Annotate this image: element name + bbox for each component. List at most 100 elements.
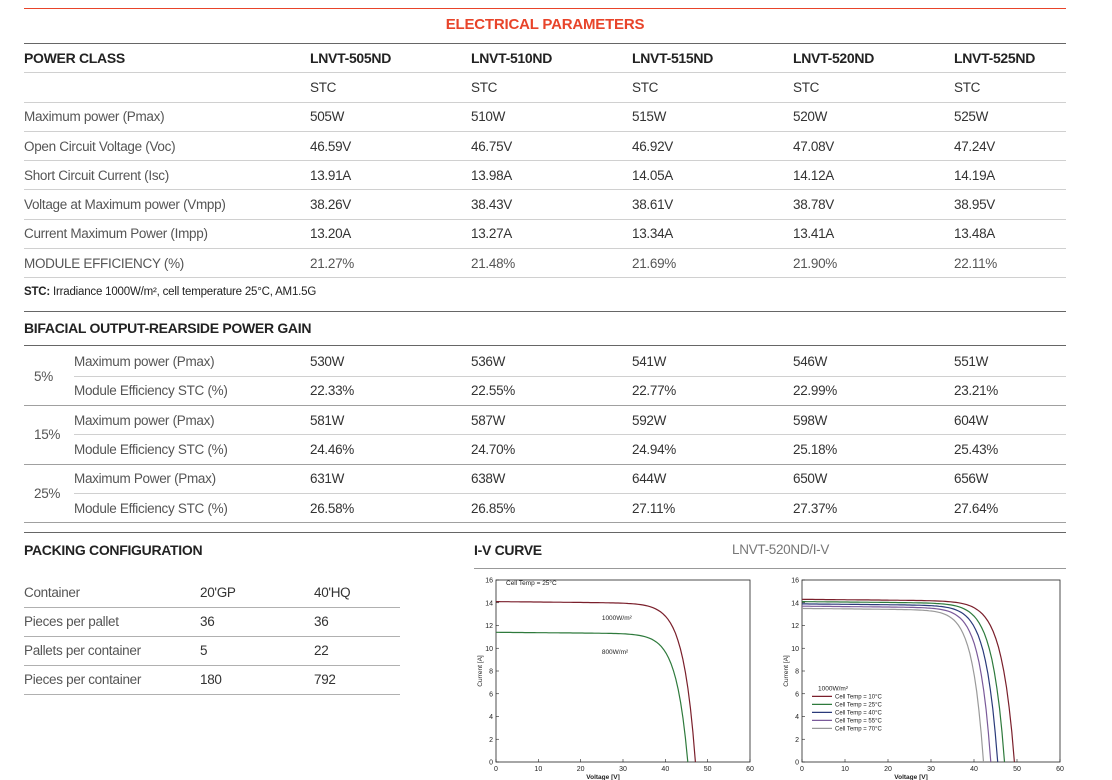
table-row: Module Efficiency STC (%) 26.58% 26.85% …	[24, 493, 1066, 524]
y-tick-label: 4	[795, 714, 799, 721]
table-cell: 38.26V	[310, 189, 471, 220]
table-cell: 20'GP	[200, 578, 314, 608]
y-tick-label: 0	[795, 760, 799, 767]
stc-note: STC: Irradiance 1000W/m², cell temperatu…	[24, 286, 316, 298]
table-cell: 5	[200, 636, 314, 666]
legend-title: 1000W/m²	[818, 685, 849, 692]
row-label: Module Efficiency STC (%)	[74, 376, 310, 407]
table-cell: 25.18%	[793, 434, 954, 465]
y-tick-label: 14	[485, 600, 493, 607]
row-label: Pieces per pallet	[24, 607, 200, 637]
y-tick-label: 4	[489, 714, 493, 721]
x-tick-label: 0	[494, 766, 498, 773]
y-tick-label: 8	[489, 669, 493, 676]
y-tick-label: 6	[795, 691, 799, 698]
bifacial-title: BIFACIAL OUTPUT-REARSIDE POWER GAIN	[24, 320, 312, 336]
y-tick-label: 10	[791, 646, 799, 653]
section-rule	[24, 532, 1066, 533]
table-cell: 631W	[310, 464, 471, 494]
series-label: 800W/m²	[602, 649, 629, 656]
x-tick-label: 20	[577, 766, 585, 773]
table-cell: 792	[314, 665, 400, 695]
table-cell: 592W	[632, 405, 793, 436]
x-tick-label: 60	[1056, 766, 1064, 773]
table-cell: 38.43V	[471, 189, 632, 220]
table-cell: 13.48A	[954, 219, 1066, 250]
table-cell: 23.21%	[954, 376, 1066, 407]
row-label: Pallets per container	[24, 636, 200, 666]
section-rule	[24, 311, 1066, 312]
plot-frame	[495, 579, 751, 763]
iv-curve-subtitle: LNVT-520ND/I-V	[732, 542, 830, 557]
x-tick-label: 0	[800, 766, 804, 773]
model-header: LNVT-505ND	[310, 42, 471, 74]
table-cell: 587W	[471, 405, 632, 436]
packing-title: PACKING CONFIGURATION	[24, 542, 203, 558]
table-row: Module Efficiency STC (%) 24.46% 24.70% …	[24, 434, 1066, 465]
table-cell: 36	[200, 607, 314, 637]
table-row: MODULE EFFICIENCY (%) 21.27% 21.48% 21.6…	[24, 248, 1066, 279]
table-cell: 21.69%	[632, 248, 793, 279]
model-header: LNVT-510ND	[471, 42, 632, 74]
stc-note-label: STC:	[24, 286, 51, 298]
table-cell: 27.64%	[954, 493, 1066, 524]
x-tick-label: 60	[746, 766, 754, 773]
table-row: 25% Maximum Power (Pmax) 631W 638W 644W …	[24, 464, 1066, 524]
table-cell: 581W	[310, 405, 471, 436]
power-class-header: POWER CLASS	[24, 42, 310, 74]
table-cell: 515W	[632, 102, 793, 132]
condition-cell: STC	[793, 72, 954, 103]
y-axis-label: Current [A]	[477, 655, 484, 687]
series-line	[802, 601, 1006, 763]
table-cell: 38.78V	[793, 189, 954, 220]
table-cell: 21.27%	[310, 248, 471, 279]
table-cell: 650W	[793, 464, 954, 494]
table-row: Pieces per pallet 36 36	[24, 607, 400, 637]
series-line	[801, 607, 985, 763]
table-row: Voltage at Maximum power (Vmpp) 38.26V 3…	[24, 189, 1066, 220]
x-axis-label: Voltage [V]	[894, 774, 927, 780]
table-cell: 24.46%	[310, 434, 471, 465]
row-label: Open Circuit Voltage (Voc)	[24, 131, 310, 162]
table-row: 5% Maximum power (Pmax) 530W 536W 541W 5…	[24, 347, 1066, 407]
x-tick-label: 40	[661, 766, 669, 773]
page-title: ELECTRICAL PARAMETERS	[445, 16, 645, 33]
series-line	[802, 605, 992, 763]
row-label: Container	[24, 578, 200, 608]
x-tick-label: 50	[1013, 766, 1021, 773]
legend-entry: Cell Temp = 40°C	[835, 710, 882, 716]
table-cell: 36	[314, 607, 400, 637]
table-cell: 546W	[793, 347, 954, 377]
table-cell: 27.11%	[632, 493, 793, 524]
y-tick-label: 0	[489, 760, 493, 767]
table-cell: 25.43%	[954, 434, 1066, 465]
table-row: Current Maximum Power (Impp) 13.20A 13.2…	[24, 219, 1066, 250]
table-cell: 24.94%	[632, 434, 793, 465]
row-label: Current Maximum Power (Impp)	[24, 219, 310, 250]
table-cell: 26.85%	[471, 493, 632, 524]
table-cell: 644W	[632, 464, 793, 494]
table-cell: 656W	[954, 464, 1066, 494]
series-line	[801, 598, 1015, 763]
model-header: LNVT-515ND	[632, 42, 793, 74]
table-cell: 47.24V	[954, 131, 1066, 162]
table-cell: 510W	[471, 102, 632, 132]
table-cell: 21.90%	[793, 248, 954, 279]
condition-cell: STC	[954, 72, 1066, 103]
section-rule	[24, 345, 1066, 346]
row-label: Voltage at Maximum power (Vmpp)	[24, 189, 310, 220]
row-label: Pieces per container	[24, 665, 200, 695]
table-cell: 24.70%	[471, 434, 632, 465]
table-cell: 22.11%	[954, 248, 1066, 279]
table-cell: 47.08V	[793, 131, 954, 162]
row-label: Short Circuit Current (Isc)	[24, 160, 310, 191]
y-tick-label: 12	[791, 623, 799, 630]
stc-note-text: Irradiance 1000W/m², cell temperature 25…	[50, 286, 317, 298]
table-cell: 536W	[471, 347, 632, 377]
table-cell: 13.27A	[471, 219, 632, 250]
table-row: Maximum power (Pmax) 505W 510W 515W 520W…	[24, 102, 1066, 132]
x-tick-label: 50	[704, 766, 712, 773]
table-cell: 26.58%	[310, 493, 471, 524]
y-axis-label: Current [A]	[783, 655, 790, 687]
y-tick-label: 2	[795, 737, 799, 744]
